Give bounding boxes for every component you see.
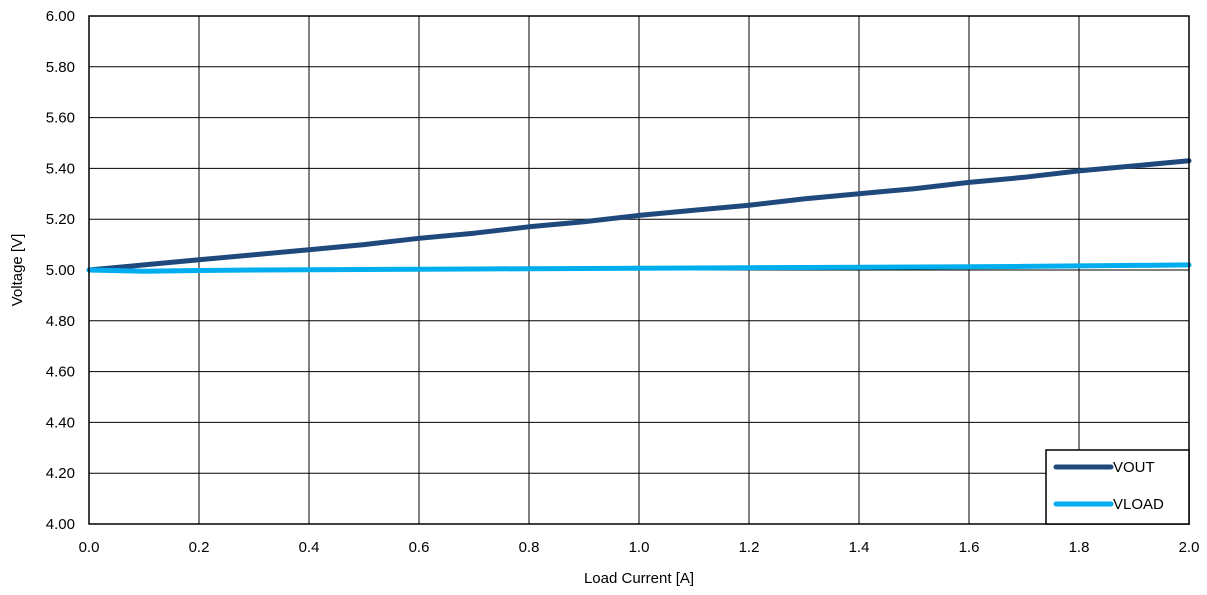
x-tick-label: 1.4 xyxy=(849,539,870,556)
y-tick-label: 4.00 xyxy=(46,516,75,533)
x-tick-label: 0.6 xyxy=(409,539,430,556)
y-tick-label: 4.60 xyxy=(46,364,75,381)
y-tick-label: 5.00 xyxy=(46,262,75,279)
x-axis-title: Load Current [A] xyxy=(584,570,694,587)
series-line-vload xyxy=(86,262,1192,274)
x-tick-label: 0.4 xyxy=(299,539,320,556)
y-tick-label: 4.40 xyxy=(46,414,75,431)
plot-frame xyxy=(88,15,1190,525)
y-tick-label: 5.40 xyxy=(46,160,75,177)
x-tick-label: 1.6 xyxy=(959,539,980,556)
series-layer xyxy=(86,158,1192,274)
legend-box xyxy=(1045,449,1190,525)
x-tick-label: 1.8 xyxy=(1069,539,1090,556)
legend: VOUT VLOAD xyxy=(1045,449,1190,525)
y-tick-label: 5.80 xyxy=(46,59,75,76)
tick-labels: 0.0 0.2 0.4 0.6 0.8 1.0 1.2 1.4 1.6 1.8 2.0 4.00 4.2… xyxy=(46,8,1200,556)
x-tick-label: 0.8 xyxy=(519,539,540,556)
y-tick-label: 6.00 xyxy=(46,8,75,25)
y-tick-label: 4.80 xyxy=(46,313,75,330)
x-tick-label: 0.2 xyxy=(189,539,210,556)
x-tick-label: 2.0 xyxy=(1179,539,1200,556)
legend-label-vload: VLOAD xyxy=(1113,496,1164,513)
x-tick-label: 1.0 xyxy=(629,539,650,556)
x-tick-label: 1.2 xyxy=(739,539,760,556)
series-line-vout xyxy=(86,158,1192,273)
y-tick-label: 5.20 xyxy=(46,211,75,228)
y-tick-label: 5.60 xyxy=(46,110,75,127)
y-axis-title: Voltage [V] xyxy=(9,234,26,307)
x-tick-label: 0.0 xyxy=(79,539,100,556)
y-tick-label: 4.20 xyxy=(46,465,75,482)
legend-label-vout: VOUT xyxy=(1113,459,1155,476)
